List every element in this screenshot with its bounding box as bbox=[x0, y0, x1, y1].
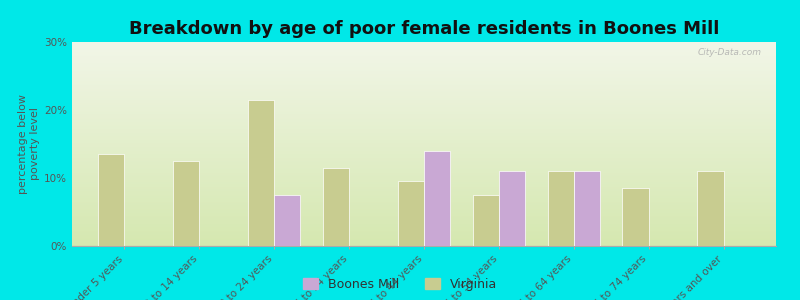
Text: City-Data.com: City-Data.com bbox=[698, 48, 762, 57]
Bar bbox=[574, 171, 600, 246]
Bar bbox=[622, 188, 649, 246]
Bar bbox=[398, 182, 424, 246]
Bar bbox=[173, 161, 199, 246]
Bar bbox=[98, 154, 125, 246]
Bar bbox=[698, 171, 723, 246]
Title: Breakdown by age of poor female residents in Boones Mill: Breakdown by age of poor female resident… bbox=[129, 20, 719, 38]
Y-axis label: percentage below
poverty level: percentage below poverty level bbox=[18, 94, 40, 194]
Bar bbox=[248, 100, 274, 246]
Bar bbox=[323, 168, 349, 246]
Bar bbox=[274, 195, 301, 246]
Bar bbox=[547, 171, 574, 246]
Bar bbox=[424, 151, 450, 246]
Legend: Boones Mill, Virginia: Boones Mill, Virginia bbox=[303, 278, 497, 291]
Bar bbox=[499, 171, 525, 246]
Bar bbox=[473, 195, 499, 246]
